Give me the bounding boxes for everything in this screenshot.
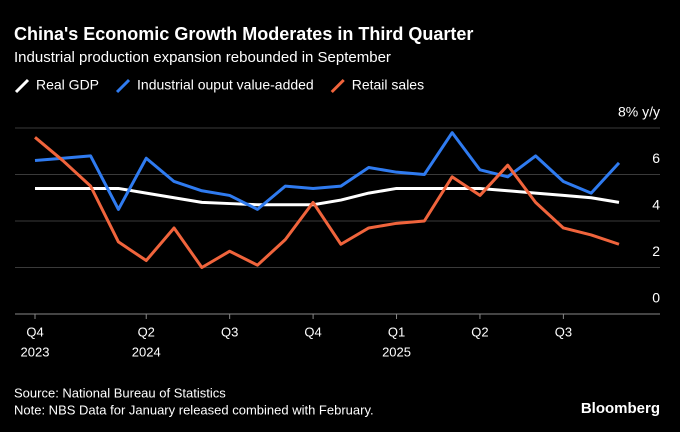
legend-label: Retail sales [352, 77, 424, 93]
y-tick-label: 2 [652, 243, 660, 259]
y-tick-label: 4 [652, 197, 660, 213]
chart-subtitle: Industrial production expansion rebounde… [14, 49, 391, 66]
x-tick-year: 2023 [21, 344, 50, 359]
x-tick-label: Q4 [26, 324, 43, 339]
legend-swatch [115, 78, 131, 94]
legend-label: Industrial ouput value-added [137, 77, 314, 93]
legend-swatch [330, 78, 345, 94]
note: Note: NBS Data for January released comb… [14, 402, 374, 417]
y-tick-label: 8% y/y [618, 104, 660, 120]
legend-label: Real GDP [36, 77, 99, 93]
chart-title: China's Economic Growth Moderates in Thi… [14, 24, 473, 44]
series-line [34, 136, 620, 269]
y-tick-label: 0 [652, 290, 660, 306]
legend-swatch [14, 78, 30, 94]
x-tick-label: Q4 [304, 324, 321, 339]
x-tick-year: 2024 [132, 344, 161, 359]
series-line [35, 186, 620, 207]
x-tick-label: Q2 [471, 324, 488, 339]
x-tick-label: Q3 [555, 324, 572, 339]
x-tick-label: Q2 [138, 324, 155, 339]
series-line [34, 131, 621, 211]
brand: Bloomberg [581, 400, 660, 417]
x-tick-label: Q1 [388, 324, 405, 339]
source: Source: National Bureau of Statistics [14, 385, 226, 400]
x-tick-label: Q3 [221, 324, 238, 339]
y-tick-label: 6 [652, 150, 660, 166]
x-tick-year: 2025 [382, 344, 411, 359]
